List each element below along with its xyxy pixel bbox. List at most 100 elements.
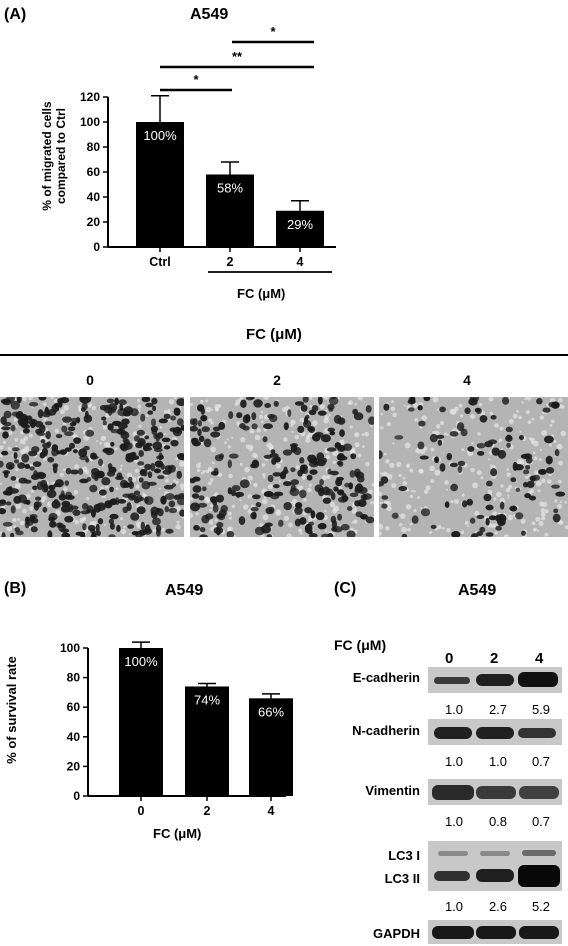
migrated-cell	[515, 487, 521, 493]
cell-texture	[379, 397, 568, 537]
migrated-cell	[163, 445, 171, 450]
migrated-cell	[1, 532, 6, 537]
migrated-cell	[10, 400, 20, 410]
migrated-cell	[173, 494, 181, 500]
migrated-cell	[218, 509, 227, 517]
migrated-cell	[336, 461, 343, 466]
migrated-cell	[90, 452, 98, 460]
migrated-cell	[38, 397, 47, 401]
migrated-cell	[497, 449, 507, 459]
migrated-cell	[283, 501, 292, 511]
migrated-cell	[62, 416, 73, 423]
migrated-cell	[61, 425, 68, 433]
migrated-cell	[456, 422, 465, 432]
migrated-cell	[5, 501, 12, 506]
migrated-cell	[107, 423, 114, 431]
migrated-cell	[179, 509, 184, 517]
migrated-cell	[228, 453, 239, 459]
migrated-cell	[238, 516, 246, 526]
migrated-cell	[314, 484, 324, 493]
migrated-cell	[18, 477, 28, 484]
migrated-cell	[553, 508, 559, 514]
migrated-cell	[173, 407, 181, 416]
migrated-cell	[201, 515, 210, 524]
migrated-cell	[116, 472, 123, 479]
migrated-cell	[48, 484, 56, 491]
migrated-cell	[144, 496, 149, 504]
chart-b-ytick-label: 20	[67, 759, 81, 773]
migrated-cell	[147, 471, 153, 479]
chart-b-data-label: 100%	[124, 654, 158, 669]
migrated-cell	[398, 486, 408, 492]
migrated-cell	[180, 424, 184, 431]
panel-a-title: A549	[190, 6, 229, 23]
migrated-cell	[219, 453, 225, 459]
migrated-cell	[251, 412, 257, 421]
migrated-cell	[25, 415, 32, 420]
migrated-cell	[518, 434, 524, 441]
quant-e-cadherin-0: 1.0	[444, 702, 464, 717]
migrated-cell	[201, 426, 210, 433]
migrated-cell	[150, 462, 156, 472]
migrated-cell	[308, 521, 315, 526]
chart-b-ytick-label: 40	[67, 730, 81, 744]
migrated-cell	[263, 454, 273, 459]
migrated-cell	[127, 524, 135, 529]
migrated-cell	[117, 499, 127, 504]
migrated-cell	[69, 442, 75, 449]
migrated-cell	[368, 416, 374, 425]
migrated-cell	[160, 495, 167, 505]
blot-lc3	[428, 841, 562, 891]
migrated-cell	[554, 449, 560, 457]
migrated-cell	[122, 438, 127, 444]
migrated-cell	[476, 531, 483, 537]
migrated-cell	[337, 445, 346, 452]
migrated-cell	[198, 435, 205, 443]
migrated-cell	[509, 505, 518, 512]
migrated-cell	[49, 520, 57, 528]
migrated-cell	[335, 478, 343, 487]
migrated-cell	[464, 407, 471, 415]
chart-a-ytick-label: 60	[87, 165, 101, 179]
migrated-cell	[47, 457, 55, 463]
migrated-cell	[234, 491, 245, 498]
migrated-cell	[52, 464, 58, 474]
migrated-cell	[282, 469, 289, 475]
migrated-cell	[145, 402, 154, 408]
microscopy-image-0	[0, 397, 184, 537]
quant-e-cadherin-4: 5.9	[531, 702, 551, 717]
migrated-cell	[101, 416, 107, 421]
panel-b-xlabel: FC (μM)	[153, 826, 202, 841]
migrated-cell	[305, 414, 310, 419]
migrated-cell	[262, 436, 268, 443]
migrated-cell	[322, 457, 328, 464]
migrated-cell	[240, 399, 247, 409]
migrated-cell	[81, 403, 88, 411]
chart-a-xtick-label: Ctrl	[149, 255, 171, 269]
chart-b-xtick-label: 0	[138, 804, 145, 818]
migrated-cell	[172, 427, 183, 437]
migrated-cell	[349, 470, 356, 478]
migrated-cell	[128, 481, 134, 490]
migrated-cell	[340, 523, 350, 531]
migrated-cell	[317, 410, 327, 416]
image-label-2: 2	[273, 372, 281, 388]
migrated-cell	[75, 416, 81, 424]
migrated-cell	[266, 534, 273, 537]
migrated-cell	[176, 418, 184, 426]
migrated-cell	[529, 475, 535, 481]
migrated-cell	[320, 533, 330, 537]
migrated-cell	[383, 403, 390, 411]
migrated-cell	[51, 404, 60, 413]
migrated-cell	[30, 526, 38, 533]
migrated-cell	[192, 485, 202, 493]
migrated-cell	[168, 500, 176, 508]
migrated-cell	[501, 397, 510, 405]
chart-a-ytick-label: 20	[87, 215, 101, 229]
migrated-cell	[337, 513, 343, 521]
migrated-cell	[269, 414, 278, 423]
migrated-cell	[3, 471, 9, 479]
migrated-cell	[350, 453, 357, 460]
migrated-cell	[99, 404, 109, 411]
migrated-cell	[304, 507, 313, 514]
